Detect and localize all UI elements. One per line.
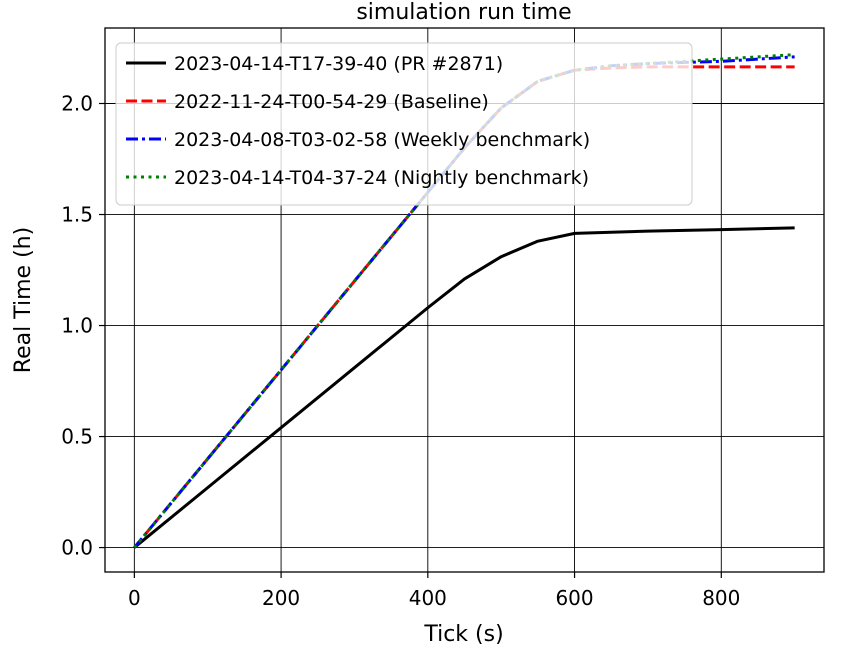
y-tick-label: 0.0 [61,536,93,560]
y-axis-ticks: 0.0 0.5 1.0 1.5 2.0 [61,91,105,560]
chart-title: simulation run time [356,0,571,25]
x-axis-ticks: 0 200 400 600 800 [128,572,740,610]
legend-box [115,42,693,206]
x-tick-label: 400 [409,586,447,610]
y-tick-label: 1.0 [61,314,93,338]
x-tick-label: 600 [555,586,593,610]
x-tick-label: 0 [128,586,141,610]
legend: 2023-04-14-T17-39-40 (PR #2871) 2022-11-2… [115,42,693,206]
legend-entry-2: 2022-11-24-T00-54-29 (Baseline) [174,91,489,113]
series-line-1 [133,226,795,549]
x-tick-label: 800 [702,586,740,610]
legend-entry-4: 2023-04-14-T04-37-24 (Nightly benchmark) [174,167,589,189]
x-axis-label: Tick (s) [423,622,503,647]
y-tick-label: 0.5 [61,425,93,449]
y-tick-label: 1.5 [61,203,93,227]
legend-entry-1: 2023-04-14-T17-39-40 (PR #2871) [174,53,503,75]
plot-frame [104,27,825,573]
y-axis-label: Real Time (h) [11,227,36,373]
legend-entry-3: 2023-04-08-T03-02-58 (Weekly benchmark) [174,129,590,151]
y-tick-label: 2.0 [61,91,93,115]
x-tick-label: 200 [262,586,300,610]
